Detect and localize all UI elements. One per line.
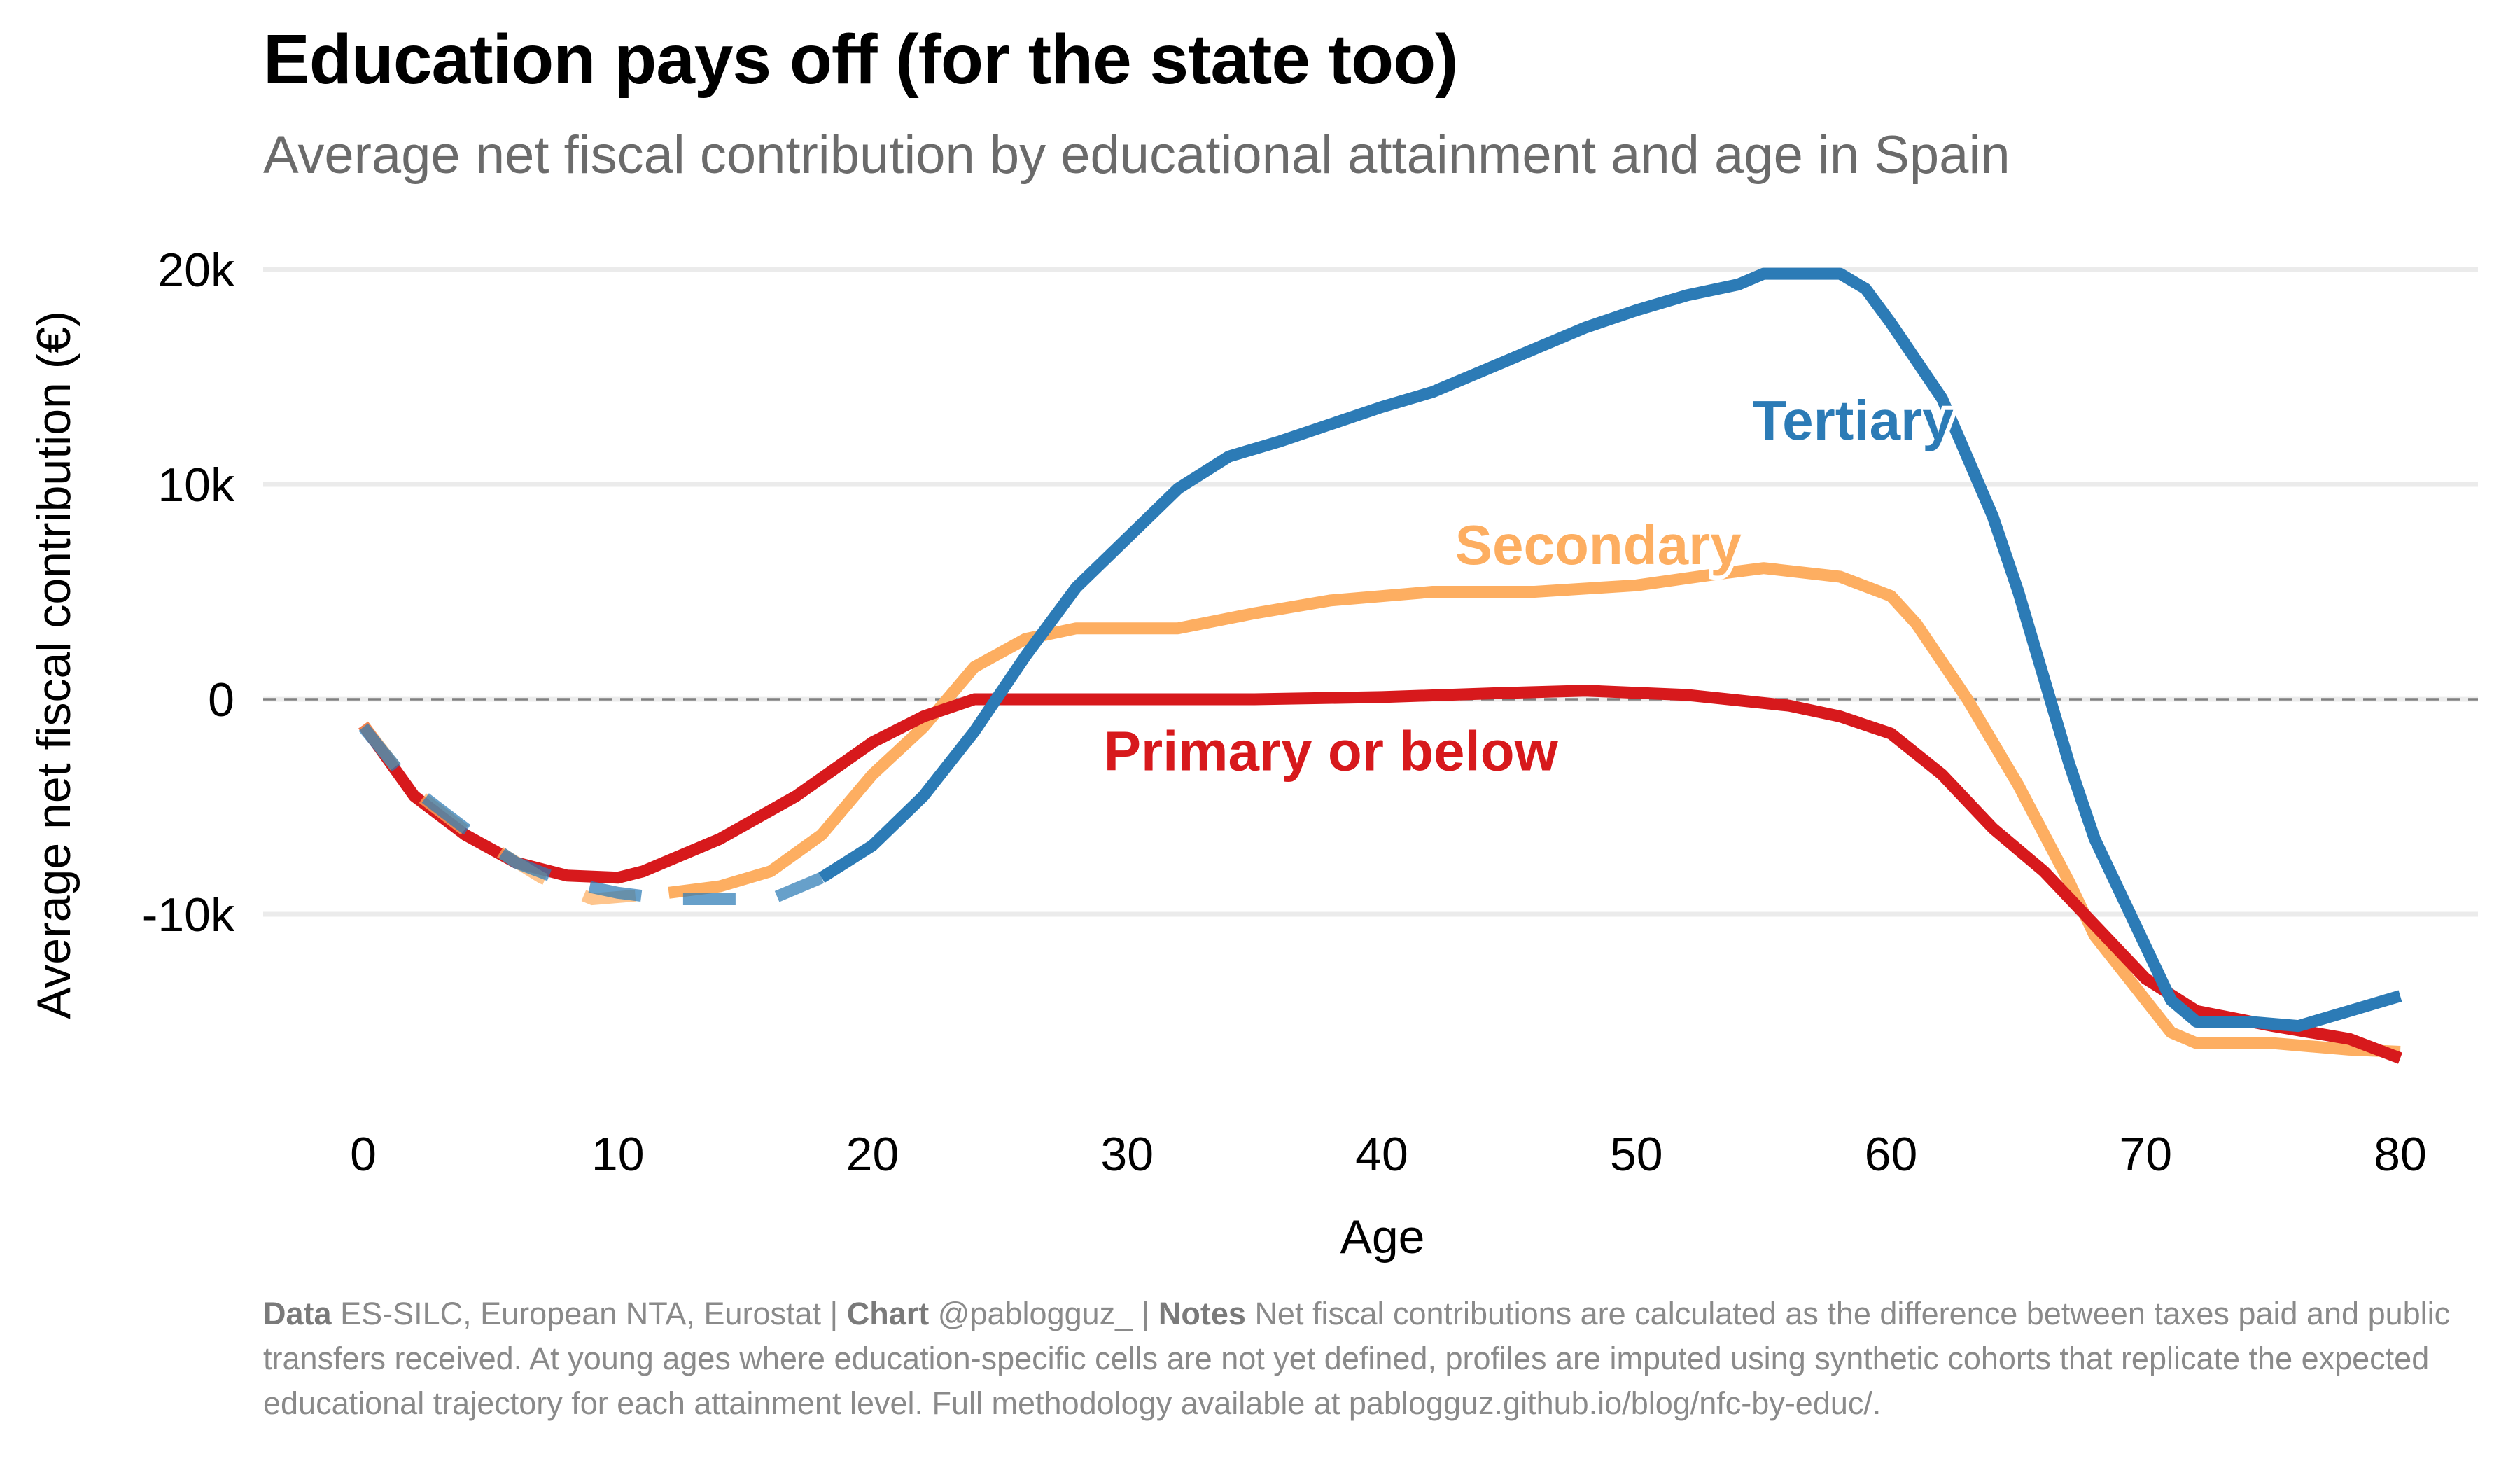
series-line-primary-or-below — [358, 685, 2403, 1064]
y-tick-label: 20k — [158, 244, 235, 297]
series-line-tertiary — [818, 267, 2402, 1032]
x-tick-label: 80 — [2374, 1128, 2427, 1181]
y-tick-label: -10k — [142, 888, 235, 941]
series-labels: Primary or below Secondary Tertiary — [1100, 385, 1959, 787]
chart-subtitle: Average net fiscal contribution by educa… — [263, 125, 2010, 185]
chart-title: Education pays off (for the state too) — [263, 20, 1458, 99]
footer-notes: Data ES-SILC, European NTA, Eurostat | C… — [263, 1292, 2461, 1426]
footer-data-label: Data — [263, 1296, 332, 1331]
footer-notes-label: Notes — [1158, 1296, 1246, 1331]
x-tick-label: 40 — [1355, 1128, 1408, 1181]
x-tick-label: 10 — [592, 1128, 645, 1181]
series-label: Secondary — [1455, 514, 1742, 576]
footer-notes-text: Net fiscal contributions are calculated … — [263, 1296, 2451, 1421]
y-tick-label: 0 — [208, 673, 234, 727]
x-tick-label: 30 — [1100, 1128, 1154, 1181]
series-lines — [358, 267, 2403, 1064]
x-tick-label: 0 — [350, 1128, 377, 1181]
x-tick-label: 20 — [846, 1128, 899, 1181]
series-label: Tertiary — [1752, 389, 1954, 451]
y-tick-label: 10k — [158, 458, 235, 512]
x-tick-label: 70 — [2119, 1128, 2172, 1181]
gridlines — [263, 267, 2478, 917]
series-line-secondary — [668, 562, 2401, 1058]
footer-chart-label: Chart — [846, 1296, 930, 1331]
x-tick-label: 60 — [1865, 1128, 1918, 1181]
series-label: Primary or below — [1104, 720, 1559, 783]
y-axis-label: Average net fiscal contribution (€) — [27, 311, 80, 1019]
x-tick-label: 50 — [1610, 1128, 1663, 1181]
line-chart: -10k 0 10k 20k 0 10 20 30 40 50 60 70 80 Primary or… — [27, 244, 2478, 1264]
x-axis-label: Age — [1340, 1210, 1425, 1264]
footer-chart-text: @pablogguz_ | — [937, 1296, 1150, 1331]
y-tick-labels: -10k 0 10k 20k — [142, 244, 235, 941]
imputed-segment-tertiary — [358, 723, 825, 905]
footer-data-text: ES-SILC, European NTA, Eurostat | — [340, 1296, 839, 1331]
x-tick-labels: 0 10 20 30 40 50 60 70 80 — [350, 1128, 2427, 1181]
